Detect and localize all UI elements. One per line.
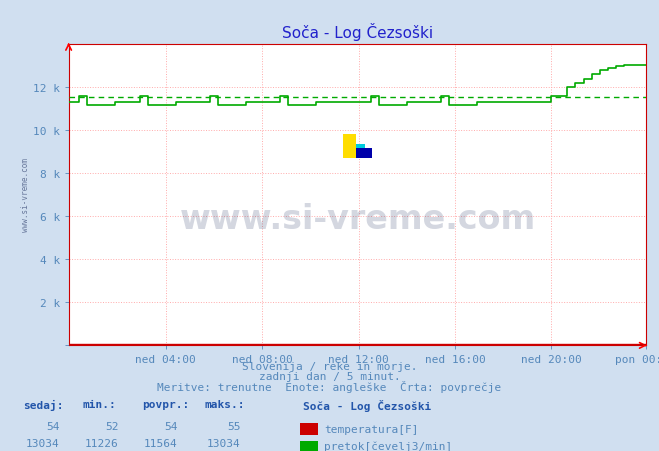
Text: www.si-vreme.com: www.si-vreme.com	[179, 202, 536, 235]
Text: Meritve: trenutne  Enote: angleške  Črta: povprečje: Meritve: trenutne Enote: angleške Črta: …	[158, 381, 501, 393]
Text: 52: 52	[105, 421, 119, 431]
Text: maks.:: maks.:	[204, 399, 244, 409]
Text: 11564: 11564	[144, 438, 178, 448]
Text: povpr.:: povpr.:	[142, 399, 189, 409]
Text: 13034: 13034	[207, 438, 241, 448]
FancyBboxPatch shape	[356, 148, 372, 159]
Text: Soča - Log Čezsoški: Soča - Log Čezsoški	[303, 399, 432, 411]
Text: zadnji dan / 5 minut.: zadnji dan / 5 minut.	[258, 371, 401, 381]
Text: sedaj:: sedaj:	[23, 399, 63, 410]
Text: 13034: 13034	[26, 438, 59, 448]
Text: 11226: 11226	[85, 438, 119, 448]
Text: min.:: min.:	[82, 399, 116, 409]
Text: Slovenija / reke in morje.: Slovenija / reke in morje.	[242, 361, 417, 371]
FancyBboxPatch shape	[356, 145, 364, 159]
Text: www.si-vreme.com: www.si-vreme.com	[22, 158, 30, 232]
Title: Soča - Log Čezsoški: Soča - Log Čezsoški	[282, 23, 433, 41]
Text: 54: 54	[46, 421, 59, 431]
Text: pretok[čevelj3/min]: pretok[čevelj3/min]	[324, 441, 453, 451]
FancyBboxPatch shape	[343, 135, 356, 159]
Text: temperatura[F]: temperatura[F]	[324, 424, 418, 434]
Text: 55: 55	[227, 421, 241, 431]
Text: 54: 54	[165, 421, 178, 431]
